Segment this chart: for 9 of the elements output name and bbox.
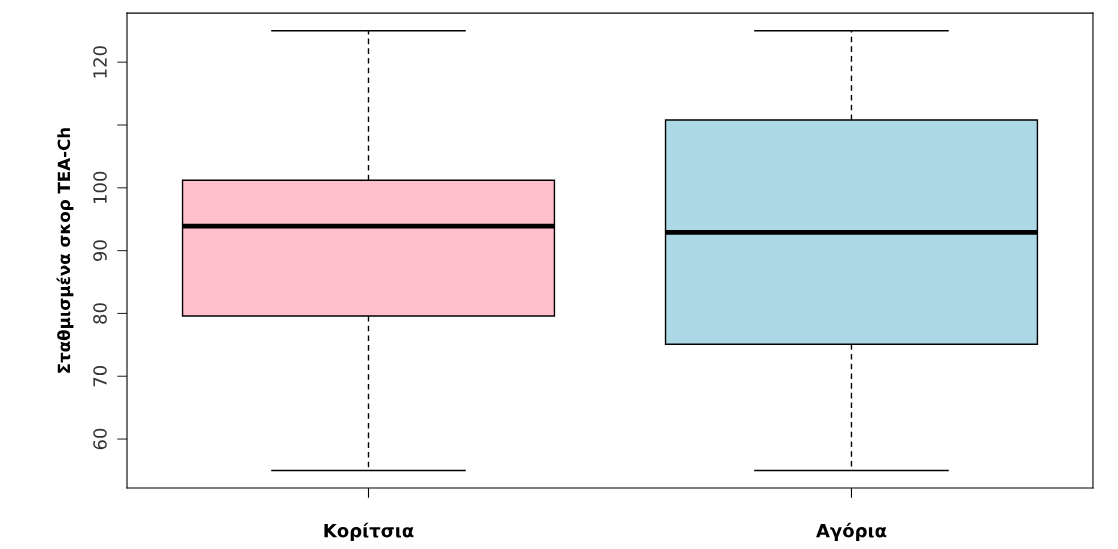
- x-tick-label: Κορίτσια: [324, 522, 414, 541]
- y-tick-label: 70: [93, 365, 107, 387]
- x-tick-label: Αγόρια: [816, 522, 887, 541]
- y-tick-label: 90: [93, 240, 107, 261]
- y-axis-title: Σταθμισμένα σκορ TEA-Ch: [56, 128, 74, 373]
- y-tick-label: 120: [93, 46, 107, 78]
- y-tick-label: 80: [93, 303, 107, 324]
- y-tick-label: 100: [93, 171, 107, 204]
- y-tick-label: 60: [93, 428, 107, 450]
